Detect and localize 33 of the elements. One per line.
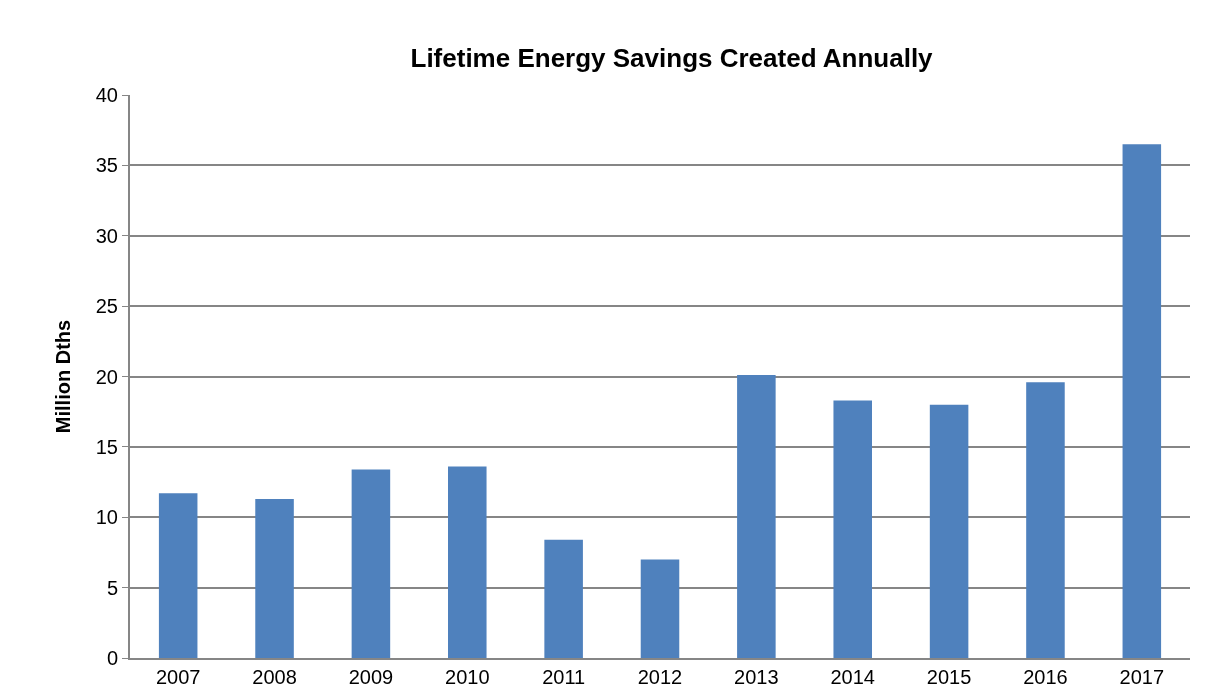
y-tick-label: 0 (106, 647, 118, 669)
x-tick-label: 2016 (1023, 666, 1068, 688)
x-tick-label: 2011 (542, 666, 586, 688)
bar (737, 375, 776, 658)
y-tick-label: 15 (95, 435, 118, 458)
x-tick-label: 2008 (252, 666, 297, 688)
bar (351, 469, 391, 658)
x-tick-label: 2015 (926, 666, 972, 688)
x-tick-label: 2013 (734, 666, 779, 688)
y-tick-label: 35 (95, 154, 118, 177)
bar (833, 400, 872, 658)
y-axis-title: Million Dths (51, 319, 74, 434)
bar (255, 498, 294, 658)
y-tick-label: 30 (95, 224, 118, 247)
x-tick-label: 2010 (445, 666, 490, 688)
bar (1122, 144, 1162, 658)
x-tick-label: 2007 (155, 666, 201, 688)
x-tick-label: 2014 (830, 666, 875, 688)
bar (158, 493, 198, 658)
y-tick-label: 5 (106, 576, 118, 599)
x-tick-label: 2009 (348, 666, 394, 688)
y-tick-label: 40 (95, 84, 118, 106)
y-tick-label: 25 (95, 295, 118, 318)
y-tick-label: 10 (95, 506, 118, 529)
bar (929, 404, 969, 658)
bar (448, 466, 487, 658)
bar (544, 539, 583, 658)
bar (1026, 382, 1065, 658)
chart-title: Lifetime Energy Savings Created Annually (410, 43, 934, 74)
x-tick-label: 2017 (1119, 666, 1165, 688)
y-tick-label: 20 (95, 365, 118, 388)
bar (640, 559, 680, 658)
x-tick-label: 2012 (637, 666, 683, 688)
